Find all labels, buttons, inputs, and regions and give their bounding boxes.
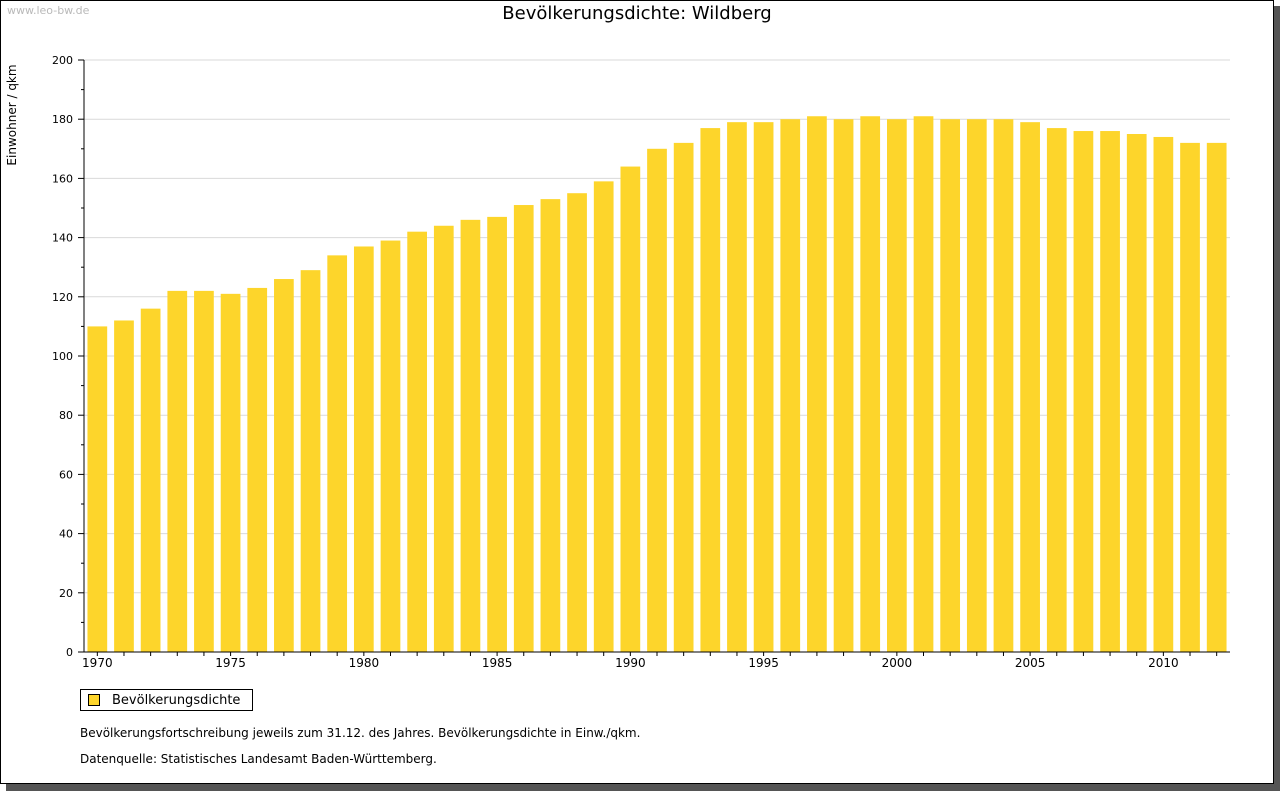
bar <box>940 119 961 652</box>
bar <box>407 231 428 652</box>
bar <box>727 122 747 652</box>
bar <box>167 290 188 652</box>
x-tick-label: 2000 <box>882 656 913 670</box>
y-tick-label: 180 <box>52 113 73 126</box>
bar <box>1046 128 1067 652</box>
x-tick-label: 2005 <box>1015 656 1046 670</box>
bar <box>487 216 507 652</box>
bar <box>886 119 907 652</box>
x-tick-label: 1975 <box>215 656 246 670</box>
x-tick-label: 1995 <box>748 656 779 670</box>
y-tick-label: 200 <box>52 54 73 67</box>
bar <box>860 116 881 653</box>
bar <box>673 142 694 652</box>
bar <box>966 119 987 652</box>
y-tick-label: 140 <box>52 232 73 245</box>
bar <box>780 119 801 652</box>
bar <box>433 225 454 652</box>
bar <box>833 119 854 652</box>
x-tick-label: 1985 <box>482 656 513 670</box>
bar <box>274 279 294 652</box>
legend-swatch <box>88 694 100 706</box>
bar <box>593 181 614 653</box>
watermark: www.leo-bw.de <box>7 4 90 17</box>
bar <box>1180 142 1200 652</box>
bar <box>327 255 348 653</box>
bar <box>247 287 268 652</box>
bar <box>353 246 374 653</box>
bar <box>1100 131 1120 653</box>
y-tick-label: 80 <box>59 409 73 422</box>
bar <box>1020 122 1040 652</box>
y-tick-label: 0 <box>66 646 73 659</box>
footnote-description: Bevölkerungsfortschreibung jeweils zum 3… <box>80 726 641 740</box>
bar <box>1153 136 1174 652</box>
bar <box>300 270 321 652</box>
bar <box>380 240 401 652</box>
y-tick-label: 40 <box>59 528 73 541</box>
x-tick-label: 1970 <box>82 656 113 670</box>
bar <box>114 320 134 652</box>
bar <box>1126 134 1147 652</box>
bar <box>700 128 721 652</box>
y-tick-label: 60 <box>59 468 73 481</box>
chart-title: Bevölkerungsdichte: Wildberg <box>502 3 772 24</box>
y-tick-label: 20 <box>59 587 73 600</box>
bar <box>1073 131 1094 653</box>
frame-shadow-bottom <box>6 784 1280 791</box>
legend-label: Bevölkerungsdichte <box>112 692 241 708</box>
y-tick-label: 100 <box>52 350 73 363</box>
bar <box>753 122 774 652</box>
bar <box>513 205 534 653</box>
x-tick-label: 1980 <box>349 656 380 670</box>
bar <box>807 116 827 653</box>
y-tick-label: 120 <box>52 291 73 304</box>
bar <box>140 308 161 652</box>
bar <box>620 166 641 652</box>
bar <box>993 119 1014 652</box>
bar <box>220 293 241 652</box>
y-axis-title: Einwohner / qkm <box>5 64 19 165</box>
bar <box>1206 142 1227 652</box>
bar <box>194 290 214 652</box>
footnote-source: Datenquelle: Statistisches Landesamt Bad… <box>80 752 437 766</box>
frame-shadow-right <box>1274 6 1280 791</box>
bar <box>647 148 667 653</box>
bar <box>87 326 108 652</box>
bar <box>913 116 934 653</box>
bar <box>540 199 561 652</box>
y-tick-label: 160 <box>52 172 73 185</box>
legend: Bevölkerungsdichte <box>80 689 254 711</box>
bar <box>460 219 481 652</box>
x-tick-label: 2010 <box>1148 656 1179 670</box>
x-tick-label: 1990 <box>615 656 646 670</box>
bar <box>567 193 587 652</box>
